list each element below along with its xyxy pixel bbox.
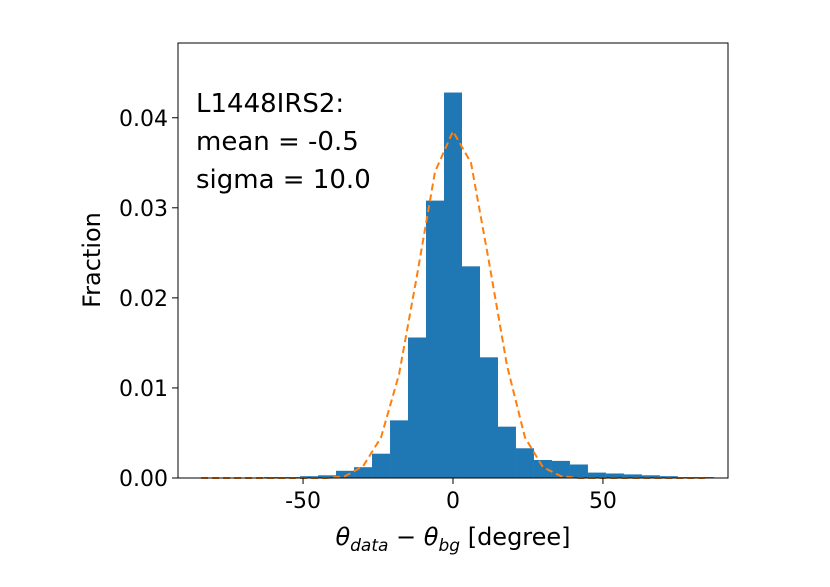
bar (390, 420, 409, 478)
bar (641, 475, 660, 478)
bar (569, 464, 588, 478)
bar (372, 453, 391, 478)
x-axis-label: θdata − θbg [degree] (335, 523, 570, 556)
bar (318, 475, 337, 478)
bar (444, 92, 462, 478)
y-tick-label: 0.04 (119, 107, 168, 132)
x-label-part: θ (424, 523, 439, 551)
y-tick-label: 0.03 (119, 197, 168, 222)
bar (336, 470, 355, 478)
annotation: mean = -0.5 (196, 127, 359, 157)
x-label-part: θ (335, 523, 350, 551)
bar (479, 357, 498, 478)
bar (300, 476, 319, 478)
bar (426, 200, 445, 478)
bar (497, 426, 516, 478)
bar (354, 467, 373, 478)
y-tick-label: 0.01 (119, 377, 168, 402)
bar (623, 474, 642, 478)
x-label-part: − (388, 523, 423, 551)
x-tick-label: -50 (285, 489, 321, 514)
y-tick-label: 0.00 (119, 467, 168, 492)
x-tick-label: 50 (589, 489, 617, 514)
bar (533, 459, 552, 478)
bar (587, 472, 606, 478)
annotation: L1448IRS2: (196, 89, 344, 119)
bar (605, 473, 624, 478)
bar (461, 266, 480, 478)
x-label-part: [degree] (460, 523, 570, 551)
x-tick-label: 0 (446, 489, 460, 514)
x-label-part: bg (438, 536, 460, 556)
x-label-part: data (350, 536, 388, 556)
annotation: sigma = 10.0 (196, 165, 371, 195)
bar (515, 448, 534, 478)
y-axis-label: Fraction (78, 212, 106, 308)
bar (408, 337, 427, 478)
y-tick-label: 0.02 (119, 287, 168, 312)
